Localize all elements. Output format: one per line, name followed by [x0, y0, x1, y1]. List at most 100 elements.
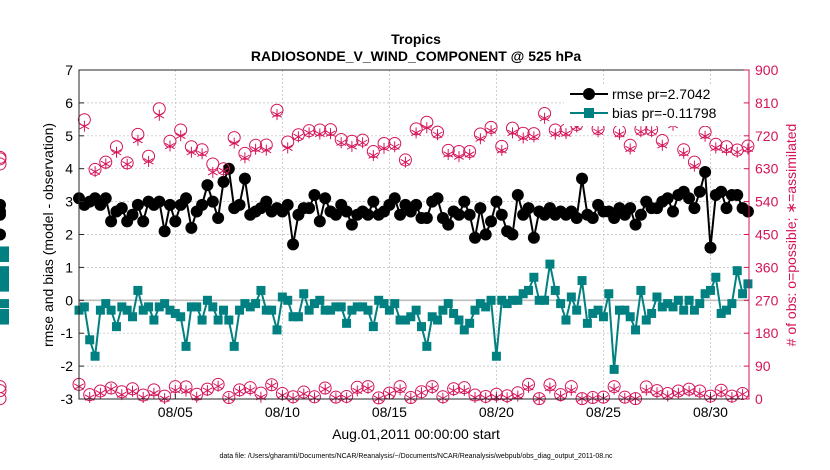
assimilated-point-120	[716, 386, 727, 398]
rmse-point-44	[308, 189, 321, 202]
rmse-point-11	[131, 198, 144, 211]
y2-tick-label-10: 900	[755, 62, 779, 78]
assimilated-point-70	[448, 385, 459, 397]
bias-point-124	[738, 289, 748, 299]
assimilated-point-102	[619, 392, 630, 404]
rmse-point-79	[495, 208, 508, 221]
bias-point-82	[513, 295, 523, 305]
assimilated-point-51	[346, 140, 357, 152]
assimilated-point-45	[314, 128, 325, 140]
bias-point-127	[0, 276, 9, 286]
y-tick-label-6: 3	[65, 194, 73, 210]
assimilated-point-36	[266, 380, 277, 392]
rmse-point-40	[287, 238, 300, 251]
assimilated-point-110	[662, 390, 673, 402]
possible-point-131	[0, 157, 7, 171]
bias-point-63	[411, 305, 421, 315]
assimilated-point-8	[116, 389, 127, 401]
bias-point-108	[652, 292, 662, 302]
rmse-point-81	[506, 228, 519, 241]
assimilated-point-17	[164, 140, 175, 152]
assimilated-point-60	[395, 384, 406, 396]
assimilated-point-41	[293, 131, 304, 143]
bias-point-26	[213, 315, 223, 325]
bias-point-27	[218, 305, 228, 315]
rmse-point-23	[196, 198, 209, 211]
bias-point-75	[475, 299, 485, 309]
bias-point-42	[299, 289, 309, 299]
bias-point-121	[722, 305, 732, 315]
rmse-point-116	[693, 185, 706, 198]
rmse-point-31	[238, 172, 251, 185]
y-tick-label-1: -2	[61, 358, 74, 374]
bias-point-60	[395, 315, 405, 325]
assimilated-point-113	[678, 147, 689, 159]
bias-point-36	[267, 305, 277, 315]
bias-point-106	[641, 315, 651, 325]
series-layer	[0, 103, 755, 406]
bias-point-33	[251, 299, 261, 309]
bias-point-59	[390, 299, 400, 309]
bias-point-64	[416, 322, 426, 332]
assimilated-point-79	[496, 144, 507, 156]
bias-point-122	[727, 299, 737, 309]
assimilated-point-96	[587, 392, 598, 404]
rmse-point-20	[180, 192, 193, 205]
assimilated-point-109	[657, 139, 668, 151]
assimilated-point-81	[507, 127, 518, 139]
assimilated-point-6	[106, 383, 117, 395]
assimilated-point-106	[641, 384, 652, 396]
bias-point-69	[443, 299, 453, 309]
bias-point-3	[90, 351, 100, 361]
bias-point-86	[534, 295, 544, 305]
bias-point-51	[347, 305, 357, 315]
bias-point-130	[0, 246, 9, 256]
assimilated-point-124	[737, 388, 748, 400]
assimilated-point-14	[148, 387, 159, 399]
x-tick-label-0: 08/05	[158, 404, 193, 420]
rmse-point-105	[634, 208, 647, 221]
assimilated-point-85	[528, 131, 539, 143]
rmse-point-78	[490, 195, 503, 208]
bias-point-88	[545, 259, 555, 269]
x-tick-label-1: 08/10	[265, 404, 300, 420]
bias-point-47	[326, 305, 336, 315]
x-axis-label: Aug.01,2011 00:00:00 start	[332, 426, 500, 442]
rmse-point-24	[201, 179, 214, 192]
bias-point-87	[540, 295, 550, 305]
assimilated-point-76	[480, 392, 491, 404]
rmse-point-15	[153, 195, 166, 208]
rmse-point-121	[720, 202, 733, 215]
assimilated-point-77	[486, 125, 497, 137]
assimilated-point-5	[100, 158, 111, 170]
bias-point-112	[673, 295, 683, 305]
bias-point-109	[657, 302, 667, 312]
assimilated-point-37	[271, 109, 283, 121]
assimilated-point-53	[357, 137, 368, 149]
bias-point-134	[0, 299, 9, 309]
bias-point-91	[561, 315, 571, 325]
bias-point-80	[502, 299, 512, 309]
assimilated-point-26	[213, 380, 224, 392]
bias-point-46	[320, 305, 330, 315]
bias-point-9	[122, 305, 132, 315]
rmse-point-6	[105, 215, 118, 228]
bias-point-118	[705, 285, 715, 295]
bias-point-96	[588, 308, 598, 318]
rmse-point-51	[345, 218, 358, 231]
bias-point-57	[379, 299, 389, 309]
rmse-point-100	[608, 212, 621, 225]
rmse-point-63	[410, 198, 423, 211]
rmse-point-43	[303, 202, 316, 215]
bias-point-132	[0, 253, 9, 263]
rmse-point-114	[683, 192, 696, 205]
bias-point-78	[491, 351, 501, 361]
rmse-point-103	[624, 202, 637, 215]
bias-point-44	[309, 299, 319, 309]
rmse-point-27	[217, 175, 230, 188]
bias-point-37	[272, 325, 282, 335]
y2-tick-label-8: 720	[755, 128, 779, 144]
assimilated-point-65	[421, 122, 432, 134]
bias-point-129	[0, 315, 9, 325]
bias-point-102	[620, 305, 630, 315]
